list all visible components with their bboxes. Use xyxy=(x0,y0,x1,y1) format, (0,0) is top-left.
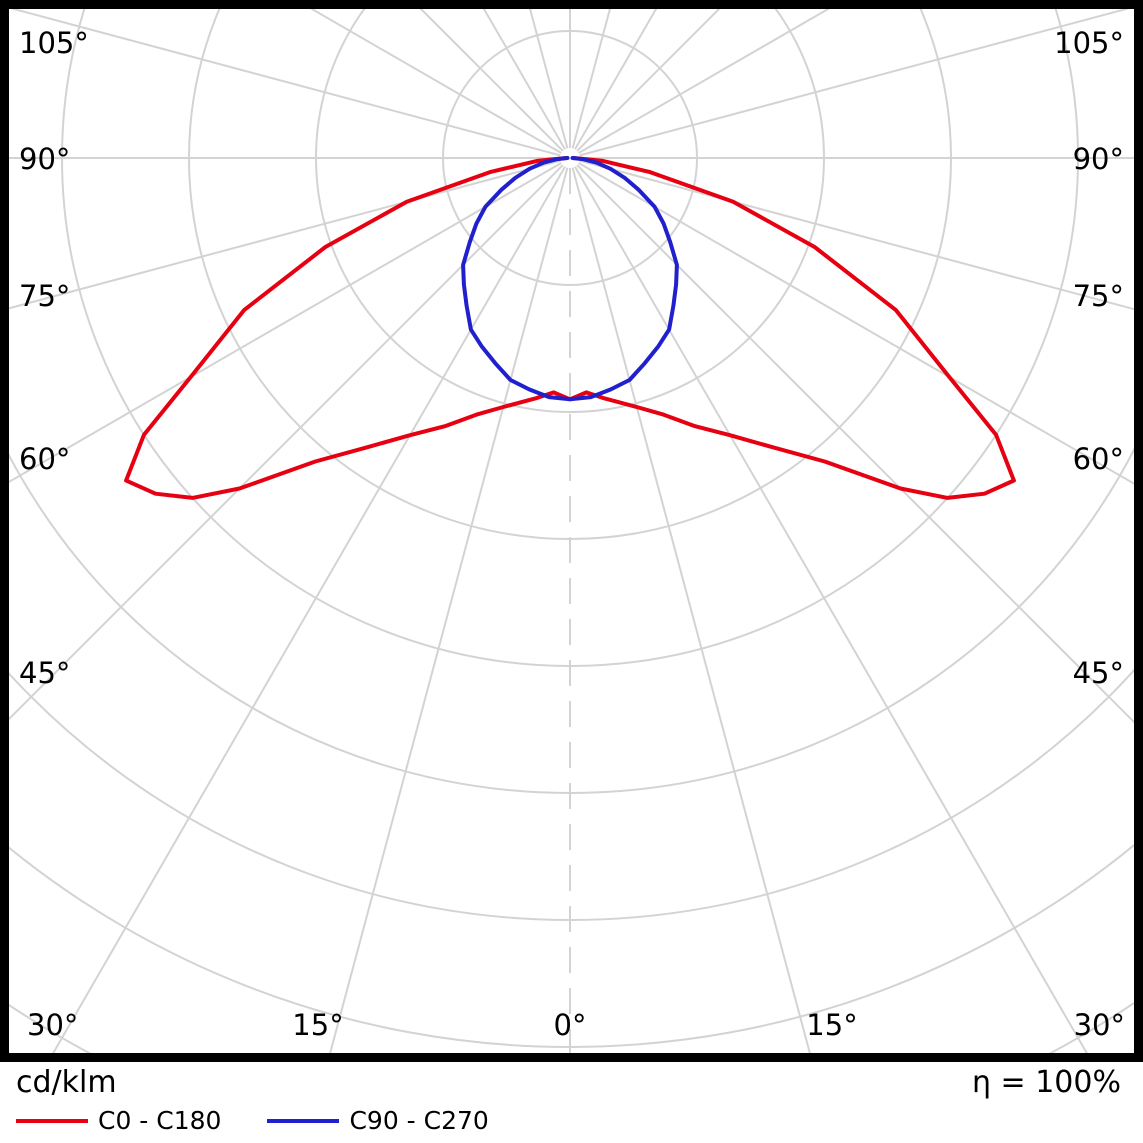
grid-spoke-45 xyxy=(576,164,1134,724)
polar-chart-svg: 105° 90° 75° 60° 45° 105° 90° 75° 60° 45… xyxy=(9,9,1134,1053)
angle-label-right-90: 90° xyxy=(1073,142,1124,176)
angle-label-left-45: 45° xyxy=(19,656,70,690)
angle-label-left-90: 90° xyxy=(19,142,70,176)
angle-label-left-75: 75° xyxy=(19,279,70,313)
grid-layer xyxy=(9,9,1134,1053)
polar-curve-c0-c180 xyxy=(124,156,1016,500)
footer: cd/klm η = 100% C0 - C180 C90 - C270 xyxy=(0,1062,1143,1143)
grid-spoke-135 xyxy=(576,9,721,152)
grid-spoke-240 xyxy=(309,9,562,154)
legend-label-c90-c270: C90 - C270 xyxy=(349,1106,489,1135)
grid-spoke-285 xyxy=(9,159,561,310)
unit-label: cd/klm xyxy=(16,1065,117,1100)
footer-header-row: cd/klm η = 100% xyxy=(16,1065,1121,1101)
angle-label-bottom-30-left: 30° xyxy=(27,1008,78,1042)
curve-layer xyxy=(124,156,1016,500)
legend-item-c90-c270: C90 - C270 xyxy=(267,1106,489,1136)
grid-spoke-60 xyxy=(578,162,1134,485)
grid-spoke-105 xyxy=(579,9,1130,157)
grid-spoke-315 xyxy=(9,164,564,721)
grid-spoke-15 xyxy=(571,167,811,1053)
legend-line-blue xyxy=(267,1119,340,1123)
grid-spoke-330 xyxy=(52,166,566,1053)
angle-label-right-60: 60° xyxy=(1073,442,1124,476)
angle-label-bottom-15-left: 15° xyxy=(292,1008,343,1042)
polar-plot-area: 105° 90° 75° 60° 45° 105° 90° 75° 60° 45… xyxy=(0,0,1143,1062)
angle-label-bottom-15-right: 15° xyxy=(806,1008,857,1042)
polar-curve-c90-c270 xyxy=(461,156,679,402)
angle-label-bottom-0: 0° xyxy=(554,1008,587,1042)
grid-spoke-75 xyxy=(579,159,1134,311)
grid-spoke-30 xyxy=(574,166,1088,1053)
legend-item-c0-c180: C0 - C180 xyxy=(16,1106,221,1136)
grid-ring-6 xyxy=(9,668,1134,921)
angle-label-left-105: 105° xyxy=(19,26,89,60)
grid-spoke-345 xyxy=(329,167,569,1053)
grid-spoke-255 xyxy=(10,9,561,157)
grid-ring-7 xyxy=(9,843,1134,1048)
grid-spoke-120 xyxy=(578,9,831,154)
angle-labels-layer: 105° 90° 75° 60° 45° 105° 90° 75° 60° 45… xyxy=(19,26,1125,1042)
legend-label-c0-c180: C0 - C180 xyxy=(98,1106,222,1135)
angle-label-bottom-30-right: 30° xyxy=(1074,1008,1125,1042)
grid-spoke-300 xyxy=(9,162,562,484)
angle-label-left-60: 60° xyxy=(19,442,70,476)
efficiency-label: η = 100% xyxy=(972,1065,1121,1100)
angle-label-right-105: 105° xyxy=(1054,26,1124,60)
angle-label-right-75: 75° xyxy=(1073,279,1124,313)
angle-label-right-45: 45° xyxy=(1073,656,1124,690)
grid-ring-8 xyxy=(9,1001,1134,1053)
legend-line-red xyxy=(16,1119,88,1123)
legend: C0 - C180 C90 - C270 xyxy=(16,1106,1121,1136)
